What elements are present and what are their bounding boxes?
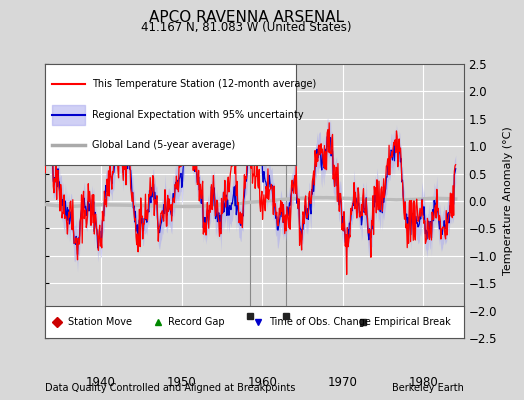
Text: 1960: 1960 [247,376,277,389]
Text: 1980: 1980 [409,376,438,389]
Text: 1970: 1970 [328,376,358,389]
Y-axis label: Temperature Anomaly (°C): Temperature Anomaly (°C) [503,127,512,275]
Text: 1940: 1940 [86,376,116,389]
Text: 1950: 1950 [167,376,196,389]
Text: 41.167 N, 81.083 W (United States): 41.167 N, 81.083 W (United States) [141,21,352,34]
Text: APCO RAVENNA ARSENAL: APCO RAVENNA ARSENAL [149,10,344,25]
Text: Berkeley Earth: Berkeley Earth [392,383,464,393]
Text: Data Quality Controlled and Aligned at Breakpoints: Data Quality Controlled and Aligned at B… [45,383,295,393]
